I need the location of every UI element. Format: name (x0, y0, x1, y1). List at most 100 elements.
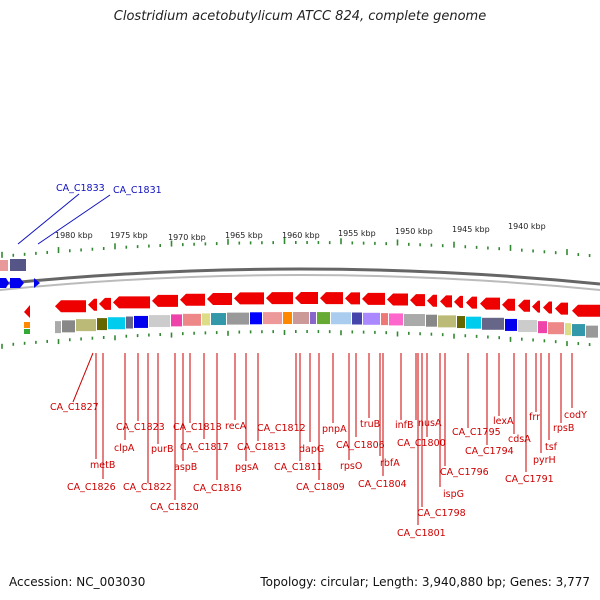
domain-block (55, 321, 61, 334)
domain-block (134, 315, 148, 328)
gene-arrow (55, 300, 86, 313)
leader-line (17, 193, 80, 245)
gene-arrow (180, 293, 205, 306)
gene-arrow (532, 300, 540, 313)
domain-block (211, 313, 226, 326)
domain-block (389, 313, 403, 326)
domain-block (76, 319, 96, 332)
gene-arrow (427, 294, 437, 307)
domain-block (565, 323, 571, 336)
gene-label: lexA (493, 416, 514, 427)
gene-arrow (454, 295, 463, 308)
domain-block (457, 316, 465, 329)
gene-label: CA_C1820 (150, 502, 199, 513)
gene-label: CA_C1801 (397, 528, 446, 539)
gene-arrow (362, 292, 385, 305)
kbp-scale-labels: 1980 kbp 1975 kbp 1970 kbp 1965 kbp 1960… (55, 222, 546, 242)
scale-ticks-bottom (1, 330, 591, 349)
kbp-label: 1970 kbp (168, 233, 206, 242)
gene-label: CA_C1795 (452, 427, 501, 438)
gene-leader-lines (72, 352, 573, 525)
domain-block (250, 312, 262, 325)
domain-block (183, 313, 201, 326)
gene-label-blue[interactable]: CA_C1833 (56, 183, 105, 194)
domain-block (62, 320, 75, 333)
domain-block (586, 325, 598, 338)
gene-arrow (502, 298, 515, 311)
gene-arrow (480, 297, 500, 310)
domain-block (426, 314, 437, 327)
genome-backbone-outer (0, 267, 600, 286)
blue-gene-arrows[interactable] (0, 278, 40, 288)
gene-arrow (543, 301, 552, 314)
red-gene-arrows[interactable] (24, 292, 600, 318)
gene-label: nusA (418, 418, 442, 429)
gene-label: cdsA (508, 434, 531, 445)
gene-arrow (440, 295, 452, 308)
gene-label: truB (360, 419, 380, 430)
feature-block (10, 259, 26, 271)
gene-label: recA (225, 421, 247, 432)
domain-block (293, 312, 309, 325)
topology-text: Topology: circular; Length: 3,940,880 bp… (260, 575, 590, 589)
gene-label: codY (564, 410, 587, 421)
gene-arrow (466, 296, 477, 309)
gene-arrow (572, 304, 600, 317)
gene-label: CA_C1791 (505, 474, 554, 485)
domain-block (263, 312, 282, 325)
gene-arrow (410, 294, 425, 307)
gene-label: clpA (114, 443, 135, 454)
gene-arrow (207, 293, 232, 306)
genome-backbone-inner (0, 274, 600, 291)
domain-block (404, 314, 425, 327)
gene-arrow (152, 294, 178, 307)
domain-block (149, 315, 170, 328)
gene-label: rbfA (380, 458, 400, 469)
gene-label: CA_C1826 (67, 482, 116, 493)
domain-block (438, 315, 456, 328)
gene-label: purB (151, 444, 173, 455)
gene-label: CA_C1806 (336, 440, 385, 451)
gene-label: CA_C1794 (465, 446, 514, 457)
gene-label: CA_C1796 (440, 467, 489, 478)
domain-block (466, 316, 481, 329)
domain-block (310, 312, 316, 325)
gene-label-blue[interactable]: CA_C1831 (113, 185, 162, 196)
domain-block (482, 317, 504, 330)
domain-block (548, 322, 564, 335)
gene-label: CA_C1812 (257, 423, 306, 434)
gene-arrow (113, 296, 150, 309)
domain-block (227, 312, 249, 325)
gene-label: pnpA (322, 424, 347, 435)
domain-block (505, 318, 517, 331)
gene-arrow (555, 302, 568, 315)
gene-arrow (320, 292, 343, 305)
gene-label: CA_C1811 (274, 462, 323, 473)
domain-block (352, 312, 362, 325)
gene-label: metB (90, 460, 115, 471)
gene-label: rpsB (553, 423, 574, 434)
gene-label: CA_C1809 (296, 482, 345, 493)
kbp-label: 1965 kbp (225, 231, 263, 240)
gene-arrow (518, 299, 530, 312)
gene-arrow (24, 305, 30, 318)
domain-blocks (24, 312, 598, 338)
gene-label: CA_C1813 (237, 442, 286, 453)
domain-block (126, 316, 133, 329)
domain-block (317, 312, 330, 325)
domain-block (108, 317, 125, 330)
domain-block (202, 313, 210, 326)
gene-label: frr (529, 412, 540, 423)
kbp-label: 1955 kbp (338, 229, 376, 238)
domain-block (538, 321, 547, 334)
domain-block (518, 320, 537, 333)
leader-line (37, 194, 111, 245)
gene-label: CA_C1798 (417, 508, 466, 519)
gene-labels[interactable]: CA_C1827 metB CA_C1826 clpA CA_C1823 CA_… (50, 402, 587, 539)
kbp-label: 1975 kbp (110, 231, 148, 240)
kbp-label: 1950 kbp (395, 227, 433, 236)
gene-label: dapG (299, 444, 324, 455)
gene-label: pyrH (533, 455, 556, 466)
scale-ticks-top (1, 238, 591, 258)
